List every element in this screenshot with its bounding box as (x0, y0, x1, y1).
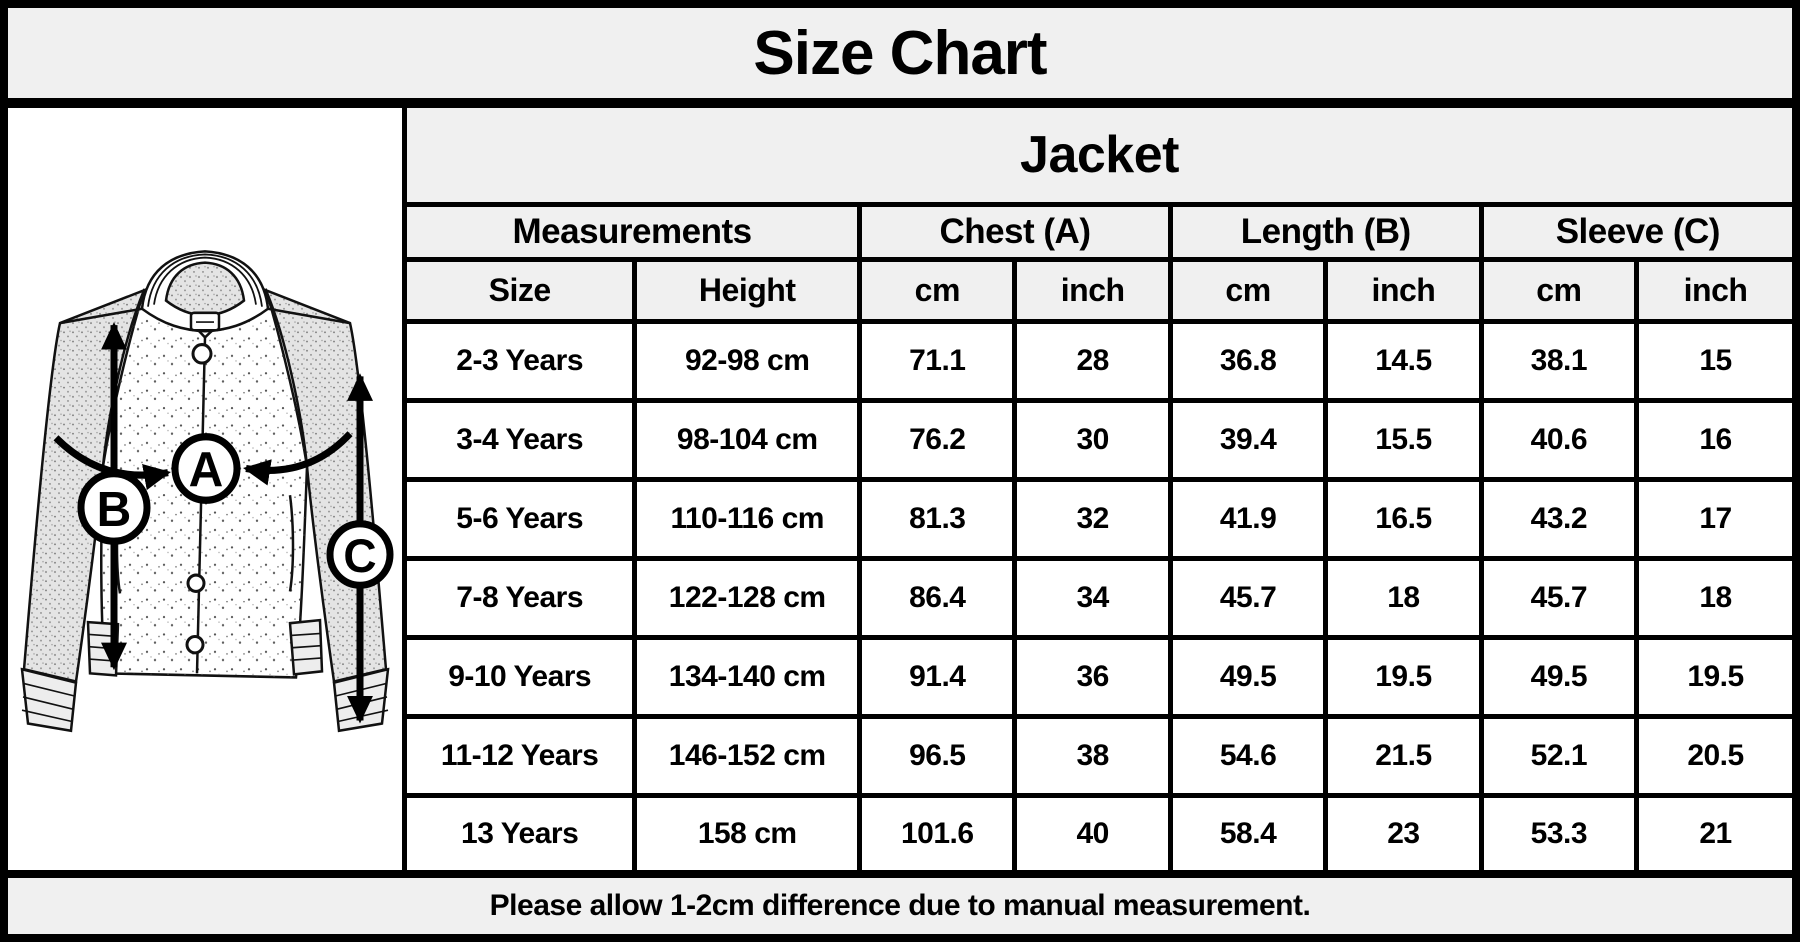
sleeve-inch-cell: 17 (1634, 476, 1792, 561)
sleeve-inch-cell: 18 (1634, 555, 1792, 641)
sleeve-inch-cell: 16 (1634, 397, 1792, 482)
sleeve-inch-cell: 21 (1634, 793, 1792, 870)
chest-inch-cell: 34 (1012, 555, 1173, 641)
table-row: 2-3 Years 92-98 cm 71.1 28 36.8 14.5 38.… (401, 318, 1792, 403)
chest-cm-cell: 86.4 (857, 555, 1018, 641)
size-cell: 9-10 Years (401, 635, 638, 720)
height-cell: 146-152 cm (632, 714, 863, 799)
sleeve-inch-cell: 20.5 (1634, 714, 1792, 799)
jacket-left-cuff (20, 667, 78, 733)
title-bar: Size Chart (8, 8, 1792, 108)
height-cell: 134-140 cm (632, 635, 863, 720)
sleeve-cm-cell: 38.1 (1478, 318, 1640, 403)
length-cm-cell: 36.8 (1167, 318, 1329, 403)
chest-cm-cell: 81.3 (857, 476, 1018, 561)
group-chest: Chest (A) (857, 201, 1173, 262)
length-cm-cell: 41.9 (1167, 476, 1329, 561)
size-cell: 5-6 Years (401, 476, 638, 561)
content-area: A B C Jacket Me (8, 108, 1792, 870)
jacket-button (185, 634, 205, 655)
chest-cm-cell: 71.1 (857, 318, 1018, 403)
length-inch-cell: 21.5 (1323, 714, 1484, 799)
length-label-circle (77, 470, 151, 545)
size-table-panel: Jacket Measurements Chest (A) Length (B)… (401, 108, 1792, 870)
chest-inch-cell: 32 (1012, 476, 1173, 561)
length-inch-cell: 16.5 (1323, 476, 1484, 561)
height-cell: 158 cm (632, 793, 863, 870)
group-length: Length (B) (1167, 201, 1484, 262)
chest-inch-cell: 30 (1012, 397, 1173, 482)
col-size: Size (401, 256, 638, 324)
sleeve-label: C (343, 529, 376, 582)
length-cm-cell: 39.4 (1167, 397, 1329, 482)
chest-arrow-left (53, 435, 171, 491)
chest-label-circle (171, 433, 241, 504)
page-title: Size Chart (753, 18, 1047, 88)
size-cell: 7-8 Years (401, 555, 638, 641)
chest-inch-cell: 38 (1012, 714, 1173, 799)
col-sleeve-cm: cm (1478, 256, 1640, 324)
length-inch-cell: 14.5 (1323, 318, 1484, 403)
length-label: B (97, 482, 132, 537)
table-row: 11-12 Years 146-152 cm 96.5 38 54.6 21.5… (401, 714, 1792, 799)
height-cell: 110-116 cm (632, 476, 863, 561)
height-cell: 92-98 cm (632, 318, 863, 403)
table-row: 3-4 Years 98-104 cm 76.2 30 39.4 15.5 40… (401, 397, 1792, 482)
height-cell: 122-128 cm (632, 555, 863, 641)
sleeve-cm-cell: 45.7 (1478, 555, 1640, 641)
jacket-diagram-panel: A B C (8, 108, 402, 870)
chest-cm-cell: 76.2 (857, 397, 1018, 482)
table-row: 9-10 Years 134-140 cm 91.4 36 49.5 19.5 … (401, 635, 1792, 720)
table-row: 7-8 Years 122-128 cm 86.4 34 45.7 18 45.… (401, 555, 1792, 641)
sleeve-cm-cell: 43.2 (1478, 476, 1640, 561)
chest-cm-cell: 96.5 (857, 714, 1018, 799)
chest-cm-cell: 91.4 (857, 635, 1018, 720)
table-title: Jacket (402, 108, 1792, 207)
length-cm-cell: 54.6 (1167, 714, 1329, 799)
col-length-cm: cm (1167, 256, 1329, 324)
length-inch-cell: 19.5 (1323, 635, 1484, 720)
length-inch-cell: 23 (1323, 793, 1484, 870)
chest-arrow-right (243, 431, 353, 486)
sleeve-cm-cell: 52.1 (1478, 714, 1640, 799)
sleeve-cm-cell: 40.6 (1478, 397, 1640, 482)
sleeve-cm-cell: 53.3 (1478, 793, 1640, 870)
size-cell: 13 Years (401, 793, 638, 870)
chest-cm-cell: 101.6 (857, 793, 1018, 870)
chest-label: A (189, 442, 224, 497)
size-table: Jacket Measurements Chest (A) Length (B)… (401, 108, 1792, 870)
table-row: 13 Years 158 cm 101.6 40 58.4 23 53.3 21 (401, 793, 1792, 870)
length-inch-cell: 15.5 (1323, 397, 1484, 482)
chest-inch-cell: 36 (1012, 635, 1173, 720)
length-cm-cell: 45.7 (1167, 555, 1329, 641)
height-cell: 98-104 cm (632, 397, 863, 482)
length-inch-cell: 18 (1323, 555, 1484, 641)
table-row: 5-6 Years 110-116 cm 81.3 32 41.9 16.5 4… (401, 476, 1792, 561)
jacket-button (191, 343, 213, 365)
measurement-labels: A B C (77, 433, 394, 589)
sleeve-cm-cell: 49.5 (1478, 635, 1640, 720)
col-sleeve-inch: inch (1634, 256, 1792, 324)
sleeve-label-circle (326, 520, 394, 589)
jacket-button (186, 573, 206, 593)
chest-inch-cell: 28 (1012, 318, 1173, 403)
group-measurements: Measurements (401, 201, 863, 262)
group-sleeve: Sleeve (C) (1478, 201, 1792, 262)
size-cell: 2-3 Years (401, 318, 638, 403)
col-height: Height (632, 256, 863, 324)
footer-note-bar: Please allow 1-2cm difference due to man… (8, 870, 1792, 934)
length-cm-cell: 58.4 (1167, 793, 1329, 870)
col-length-inch: inch (1323, 256, 1484, 324)
sleeve-inch-cell: 15 (1634, 318, 1792, 403)
chest-inch-cell: 40 (1012, 793, 1173, 870)
size-cell: 11-12 Years (401, 714, 638, 799)
sleeve-inch-cell: 19.5 (1634, 635, 1792, 720)
length-cm-cell: 49.5 (1167, 635, 1329, 720)
footer-note: Please allow 1-2cm difference due to man… (489, 889, 1311, 922)
size-cell: 3-4 Years (401, 397, 638, 482)
col-chest-inch: inch (1012, 256, 1173, 324)
jacket-illustration: A B C (20, 250, 394, 733)
col-chest-cm: cm (857, 256, 1018, 324)
